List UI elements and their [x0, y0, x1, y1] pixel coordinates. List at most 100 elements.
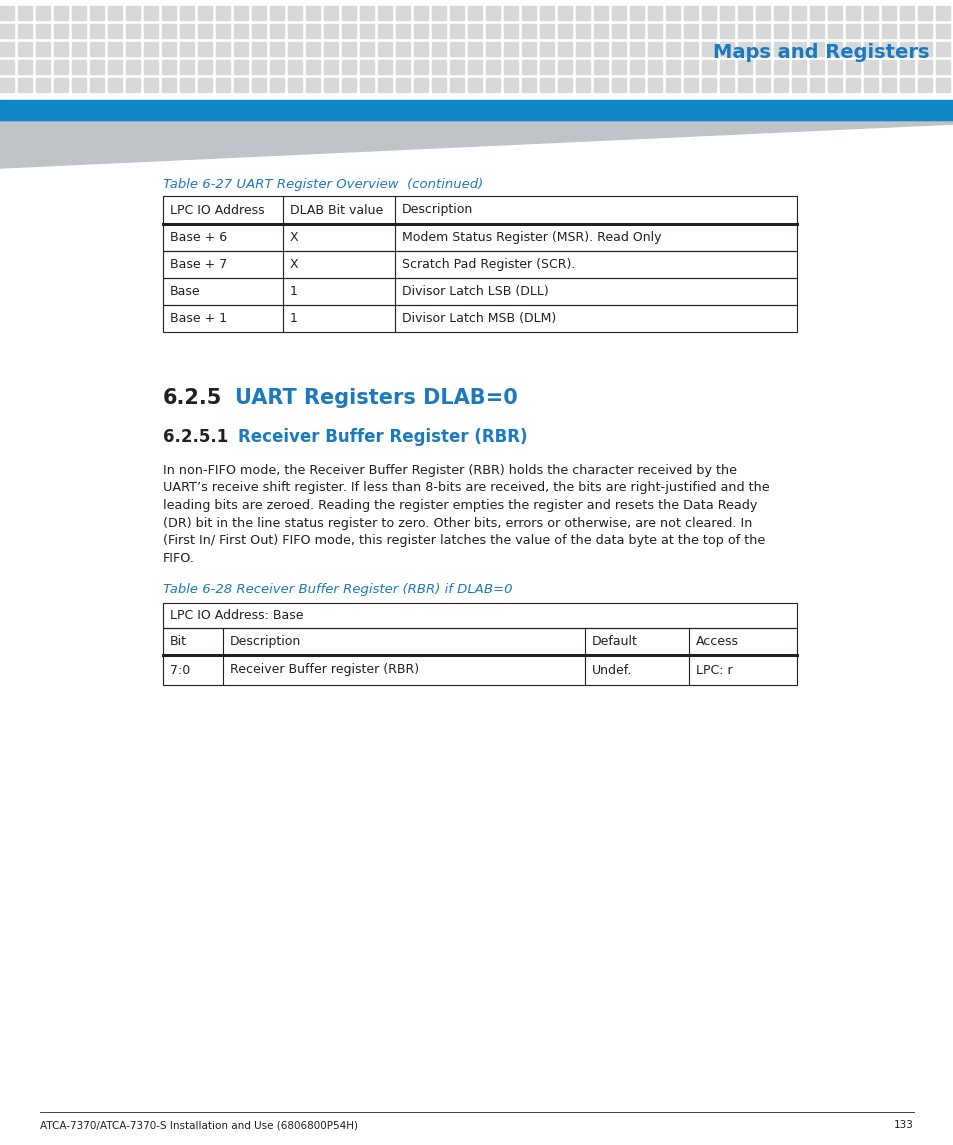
Bar: [539, 60, 554, 74]
Bar: [215, 24, 230, 38]
Bar: [809, 24, 823, 38]
Bar: [773, 60, 787, 74]
Bar: [863, 24, 877, 38]
Bar: [215, 78, 230, 92]
Bar: [738, 6, 751, 19]
Text: (DR) bit in the line status register to zero. Other bits, errors or otherwise, a: (DR) bit in the line status register to …: [163, 516, 752, 529]
Bar: [341, 42, 355, 56]
Bar: [288, 24, 302, 38]
Bar: [163, 224, 796, 251]
Bar: [90, 24, 104, 38]
Bar: [845, 78, 859, 92]
Bar: [755, 60, 769, 74]
Bar: [359, 42, 374, 56]
Bar: [827, 78, 841, 92]
Bar: [665, 60, 679, 74]
Text: 6.2.5: 6.2.5: [163, 388, 222, 408]
Bar: [18, 42, 32, 56]
Bar: [18, 6, 32, 19]
Bar: [899, 24, 913, 38]
Text: Receiver Buffer register (RBR): Receiver Buffer register (RBR): [230, 663, 418, 677]
Text: Base + 1: Base + 1: [170, 311, 227, 325]
Bar: [503, 60, 517, 74]
Bar: [468, 24, 481, 38]
Bar: [198, 24, 212, 38]
Bar: [720, 60, 733, 74]
Bar: [144, 24, 158, 38]
Bar: [126, 78, 140, 92]
Bar: [485, 78, 499, 92]
Bar: [755, 6, 769, 19]
Bar: [558, 6, 572, 19]
Bar: [0, 100, 953, 123]
Bar: [773, 42, 787, 56]
Bar: [935, 60, 949, 74]
Bar: [539, 6, 554, 19]
Text: UART Registers DLAB=0: UART Registers DLAB=0: [234, 388, 517, 408]
Bar: [665, 78, 679, 92]
Bar: [539, 42, 554, 56]
Bar: [54, 60, 68, 74]
Text: FIFO.: FIFO.: [163, 552, 194, 564]
Bar: [162, 6, 175, 19]
Text: Table 6-28 Receiver Buffer Register (RBR) if DLAB=0: Table 6-28 Receiver Buffer Register (RBR…: [163, 583, 512, 597]
Text: 1: 1: [290, 311, 297, 325]
Bar: [468, 78, 481, 92]
Text: Receiver Buffer Register (RBR): Receiver Buffer Register (RBR): [237, 428, 527, 447]
Bar: [252, 60, 266, 74]
Bar: [863, 42, 877, 56]
Bar: [108, 78, 122, 92]
Text: In non-FIFO mode, the Receiver Buffer Register (RBR) holds the character receive: In non-FIFO mode, the Receiver Buffer Re…: [163, 464, 737, 477]
Bar: [144, 78, 158, 92]
Bar: [0, 78, 14, 92]
Text: Base: Base: [170, 285, 200, 298]
Bar: [647, 6, 661, 19]
Text: 1: 1: [290, 285, 297, 298]
Bar: [917, 78, 931, 92]
Bar: [324, 6, 337, 19]
Bar: [576, 24, 589, 38]
Bar: [683, 78, 698, 92]
Bar: [270, 42, 284, 56]
Bar: [935, 6, 949, 19]
Bar: [899, 42, 913, 56]
Bar: [144, 6, 158, 19]
Bar: [306, 78, 319, 92]
Bar: [738, 24, 751, 38]
Bar: [629, 42, 643, 56]
Bar: [71, 42, 86, 56]
Bar: [395, 42, 410, 56]
Bar: [359, 24, 374, 38]
Bar: [612, 6, 625, 19]
Bar: [126, 24, 140, 38]
Bar: [521, 60, 536, 74]
Text: Bit: Bit: [170, 635, 187, 648]
Bar: [252, 78, 266, 92]
Bar: [612, 78, 625, 92]
Bar: [126, 42, 140, 56]
Bar: [180, 78, 193, 92]
Bar: [71, 60, 86, 74]
Bar: [108, 6, 122, 19]
Bar: [738, 42, 751, 56]
Bar: [468, 6, 481, 19]
Bar: [252, 42, 266, 56]
Bar: [935, 42, 949, 56]
Bar: [359, 60, 374, 74]
Bar: [755, 24, 769, 38]
Bar: [162, 78, 175, 92]
Bar: [252, 6, 266, 19]
Bar: [288, 78, 302, 92]
Bar: [701, 42, 716, 56]
Bar: [917, 42, 931, 56]
Bar: [377, 6, 392, 19]
Bar: [108, 42, 122, 56]
Text: X: X: [290, 231, 298, 244]
Bar: [827, 6, 841, 19]
Bar: [270, 6, 284, 19]
Bar: [647, 78, 661, 92]
Text: Table 6-27 UART Register Overview  (continued): Table 6-27 UART Register Overview (conti…: [163, 177, 483, 191]
Bar: [108, 60, 122, 74]
Bar: [144, 60, 158, 74]
Bar: [612, 24, 625, 38]
